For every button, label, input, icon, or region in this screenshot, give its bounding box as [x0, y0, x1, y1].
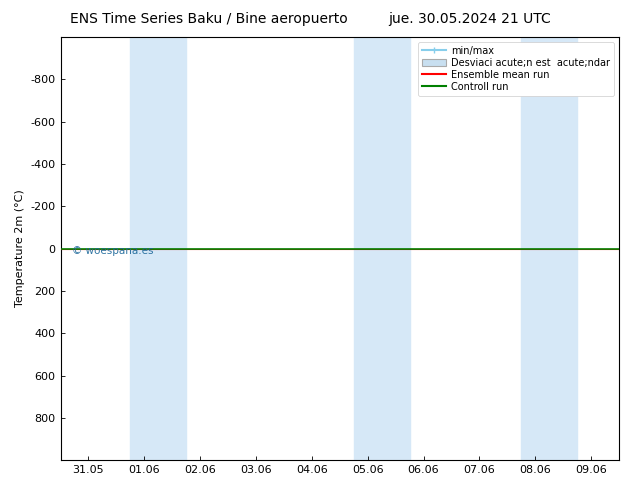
Text: ENS Time Series Baku / Bine aeropuerto: ENS Time Series Baku / Bine aeropuerto [70, 12, 348, 26]
Text: jue. 30.05.2024 21 UTC: jue. 30.05.2024 21 UTC [388, 12, 550, 26]
Bar [521, 37, 577, 460]
Bar [131, 37, 186, 460]
Y-axis label: Temperature 2m (°C): Temperature 2m (°C) [15, 190, 25, 307]
Text: © woespana.es: © woespana.es [72, 246, 153, 256]
Bar [354, 37, 410, 460]
Legend: min/max, Desviaci acute;n est  acute;ndar, Ensemble mean run, Controll run: min/max, Desviaci acute;n est acute;ndar… [418, 42, 614, 96]
